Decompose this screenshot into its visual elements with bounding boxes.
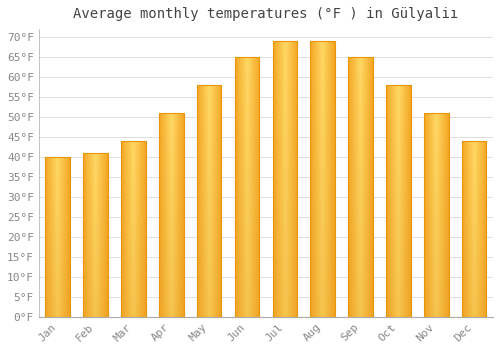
Bar <box>386 85 410 317</box>
Bar <box>462 141 486 317</box>
Bar <box>424 113 448 317</box>
Bar <box>310 41 335 317</box>
Bar <box>121 141 146 317</box>
Bar <box>159 113 184 317</box>
Bar <box>234 57 260 317</box>
Title: Average monthly temperatures (°F ) in Gülyaliı: Average monthly temperatures (°F ) in Gü… <box>74 7 458 21</box>
Bar <box>348 57 373 317</box>
Bar <box>272 41 297 317</box>
Bar <box>197 85 222 317</box>
Bar <box>46 157 70 317</box>
Bar <box>84 153 108 317</box>
